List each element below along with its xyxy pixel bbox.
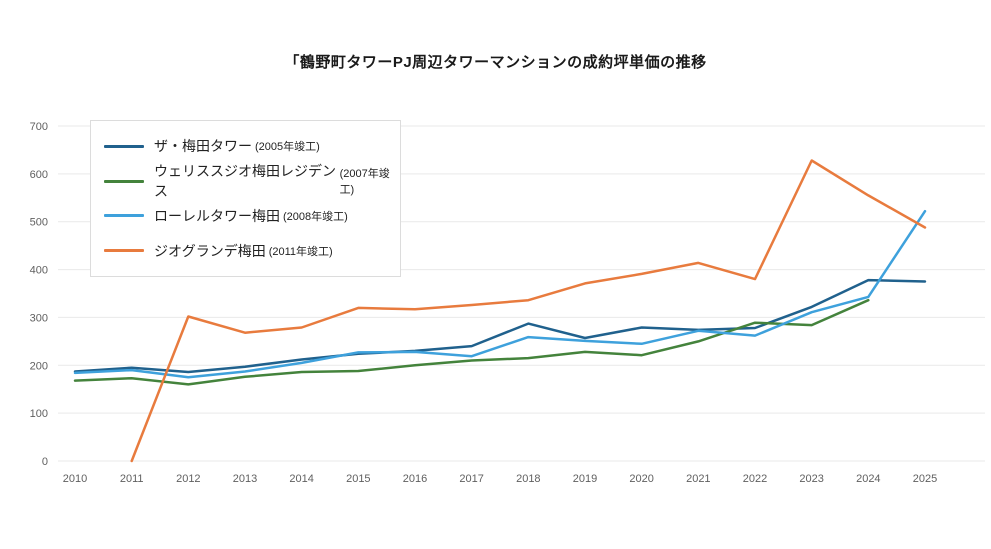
legend-series-built-year: (2005年竣工) <box>255 141 320 154</box>
x-axis-tick-label: 2010 <box>63 473 87 485</box>
legend-series-built-year: (2008年竣工) <box>283 210 348 223</box>
series-line-2 <box>73 209 927 379</box>
y-axis-tick-label: 100 <box>30 408 48 420</box>
series-line-0 <box>73 278 927 374</box>
x-axis-tick-label: 2023 <box>799 473 823 485</box>
x-axis-tick-label: 2012 <box>176 473 200 485</box>
x-axis-tick-label: 2020 <box>629 473 653 485</box>
x-axis-tick-label: 2021 <box>686 473 710 485</box>
legend-series-built-year: (2011年竣工) <box>268 245 333 258</box>
series-line-1 <box>73 298 870 386</box>
legend-box: ザ・梅田タワー (2005年竣工) ウェリススジオ梅田レジデンス (2007年竣… <box>90 120 401 277</box>
legend-line-swatch <box>104 179 144 183</box>
y-axis-tick-label: 400 <box>30 265 48 277</box>
legend-series-name: ジオグランデ梅田 <box>154 242 266 259</box>
legend-line-swatch <box>104 249 144 253</box>
x-axis-tick-label: 2018 <box>516 473 540 485</box>
series-line-3 <box>130 159 927 463</box>
chart-title: 「鶴野町タワーPJ周辺タワーマンションの成約坪単価の推移 <box>284 54 707 71</box>
y-axis-tick-label: 700 <box>30 121 48 133</box>
x-axis-tick-label: 2022 <box>743 473 767 485</box>
legend-line-swatch <box>104 144 144 148</box>
y-axis-tick-label: 500 <box>30 217 48 229</box>
legend-item-the-umeda-tower: ザ・梅田タワー (2005年竣工) <box>91 131 400 161</box>
y-axis-tick-label: 600 <box>30 169 48 181</box>
legend-series-name: ウェリススジオ梅田レジデンス <box>154 163 336 200</box>
legend-line-swatch <box>104 214 144 218</box>
legend-series-name: ザ・梅田タワー <box>154 138 252 155</box>
legend-series-name: ローレルタワー梅田 <box>154 207 280 224</box>
y-axis-tick-label: 0 <box>42 456 48 468</box>
x-axis-tick-label: 2014 <box>289 473 313 485</box>
x-axis-tick-label: 2025 <box>913 473 937 485</box>
x-axis-tick-label: 2013 <box>233 473 257 485</box>
y-axis-tick-label: 300 <box>30 312 48 324</box>
x-axis-tick-label: 2019 <box>573 473 597 485</box>
legend-item-wellith-residence: ウェリススジオ梅田レジデンス (2007年竣工) <box>91 163 400 199</box>
x-axis-tick-label: 2015 <box>346 473 370 485</box>
legend-series-built-year: (2007年竣工) <box>339 168 390 197</box>
x-axis-tick-label: 2017 <box>459 473 483 485</box>
x-axis-tick-label: 2016 <box>403 473 427 485</box>
x-axis-tick-label: 2024 <box>856 473 880 485</box>
x-axis-tick-label: 2011 <box>120 473 144 485</box>
legend-item-geo-grande: ジオグランデ梅田 (2011年竣工) <box>91 236 400 266</box>
legend-item-laurel-tower: ローレルタワー梅田 (2008年竣工) <box>91 201 400 231</box>
y-axis-tick-label: 200 <box>30 360 48 372</box>
